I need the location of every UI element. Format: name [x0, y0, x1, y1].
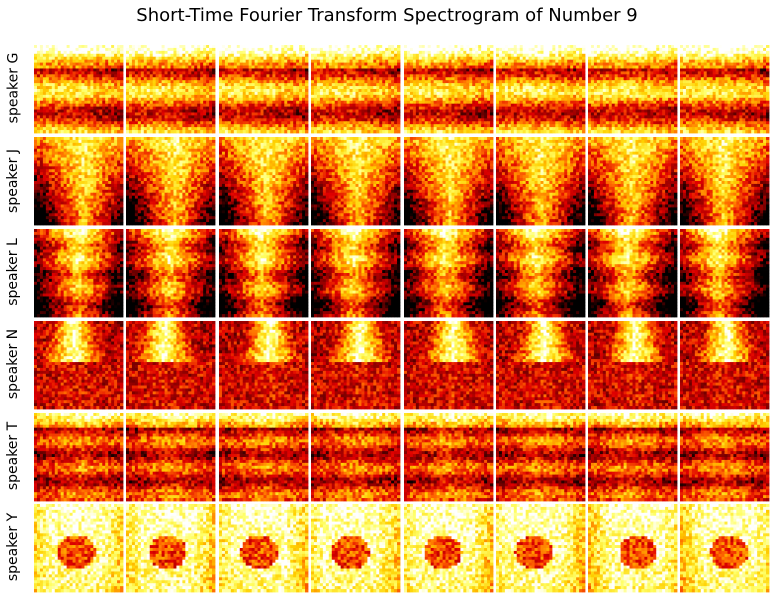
spectrogram-tile-n-4	[311, 321, 400, 409]
spectrogram-tile-g-2	[126, 45, 215, 133]
spectrogram-tile-n-8	[680, 321, 769, 409]
spectrogram-tile-t-2	[126, 413, 215, 501]
spectrogram-tile-g-3	[219, 45, 308, 133]
spectrogram-tile-y-1	[34, 504, 123, 592]
spectrogram-tile-t-6	[496, 413, 585, 501]
spectrogram-tile-n-2	[126, 321, 215, 409]
spectrogram-tile-t-1	[34, 413, 123, 501]
spectrogram-tile-t-7	[588, 413, 677, 501]
spectrogram-tile-t-4	[311, 413, 400, 501]
spectrogram-tile-g-7	[588, 45, 677, 133]
spectrogram-tile-g-5	[404, 45, 493, 133]
spectrogram-tile-l-1	[34, 229, 123, 317]
spectrogram-tile-t-5	[404, 413, 493, 501]
spectrogram-tile-j-2	[126, 137, 215, 225]
spectrogram-tile-g-8	[680, 45, 769, 133]
spectrogram-tile-y-5	[404, 504, 493, 592]
spectrogram-tile-l-8	[680, 229, 769, 317]
spectrogram-tile-g-1	[34, 45, 123, 133]
spectrogram-tile-y-4	[311, 504, 400, 592]
spectrogram-tile-y-2	[126, 504, 215, 592]
spectrogram-tile-l-3	[219, 229, 308, 317]
spectrogram-tile-l-6	[496, 229, 585, 317]
spectrogram-tile-n-1	[34, 321, 123, 409]
spectrogram-tile-y-8	[680, 504, 769, 592]
spectrogram-tile-l-5	[404, 229, 493, 317]
spectrogram-tile-n-6	[496, 321, 585, 409]
spectrogram-tile-j-7	[588, 137, 677, 225]
spectrogram-tile-j-6	[496, 137, 585, 225]
spectrogram-tile-j-4	[311, 137, 400, 225]
spectrogram-tile-l-4	[311, 229, 400, 317]
spectrogram-tile-t-8	[680, 413, 769, 501]
spectrogram-tile-j-8	[680, 137, 769, 225]
spectrogram-tile-y-6	[496, 504, 585, 592]
spectrogram-tile-j-5	[404, 137, 493, 225]
spectrogram-tile-y-7	[588, 504, 677, 592]
spectrogram-tile-l-7	[588, 229, 677, 317]
spectrogram-tile-y-3	[219, 504, 308, 592]
spectrogram-tile-j-1	[34, 137, 123, 225]
spectrogram-tile-n-7	[588, 321, 677, 409]
spectrogram-tile-l-2	[126, 229, 215, 317]
spectrogram-tile-n-3	[219, 321, 308, 409]
spectrogram-tile-g-4	[311, 45, 400, 133]
spectrogram-tile-j-3	[219, 137, 308, 225]
spectrogram-tile-n-5	[404, 321, 493, 409]
spectrogram-tile-t-3	[219, 413, 308, 501]
spectrogram-tile-g-6	[496, 45, 585, 133]
